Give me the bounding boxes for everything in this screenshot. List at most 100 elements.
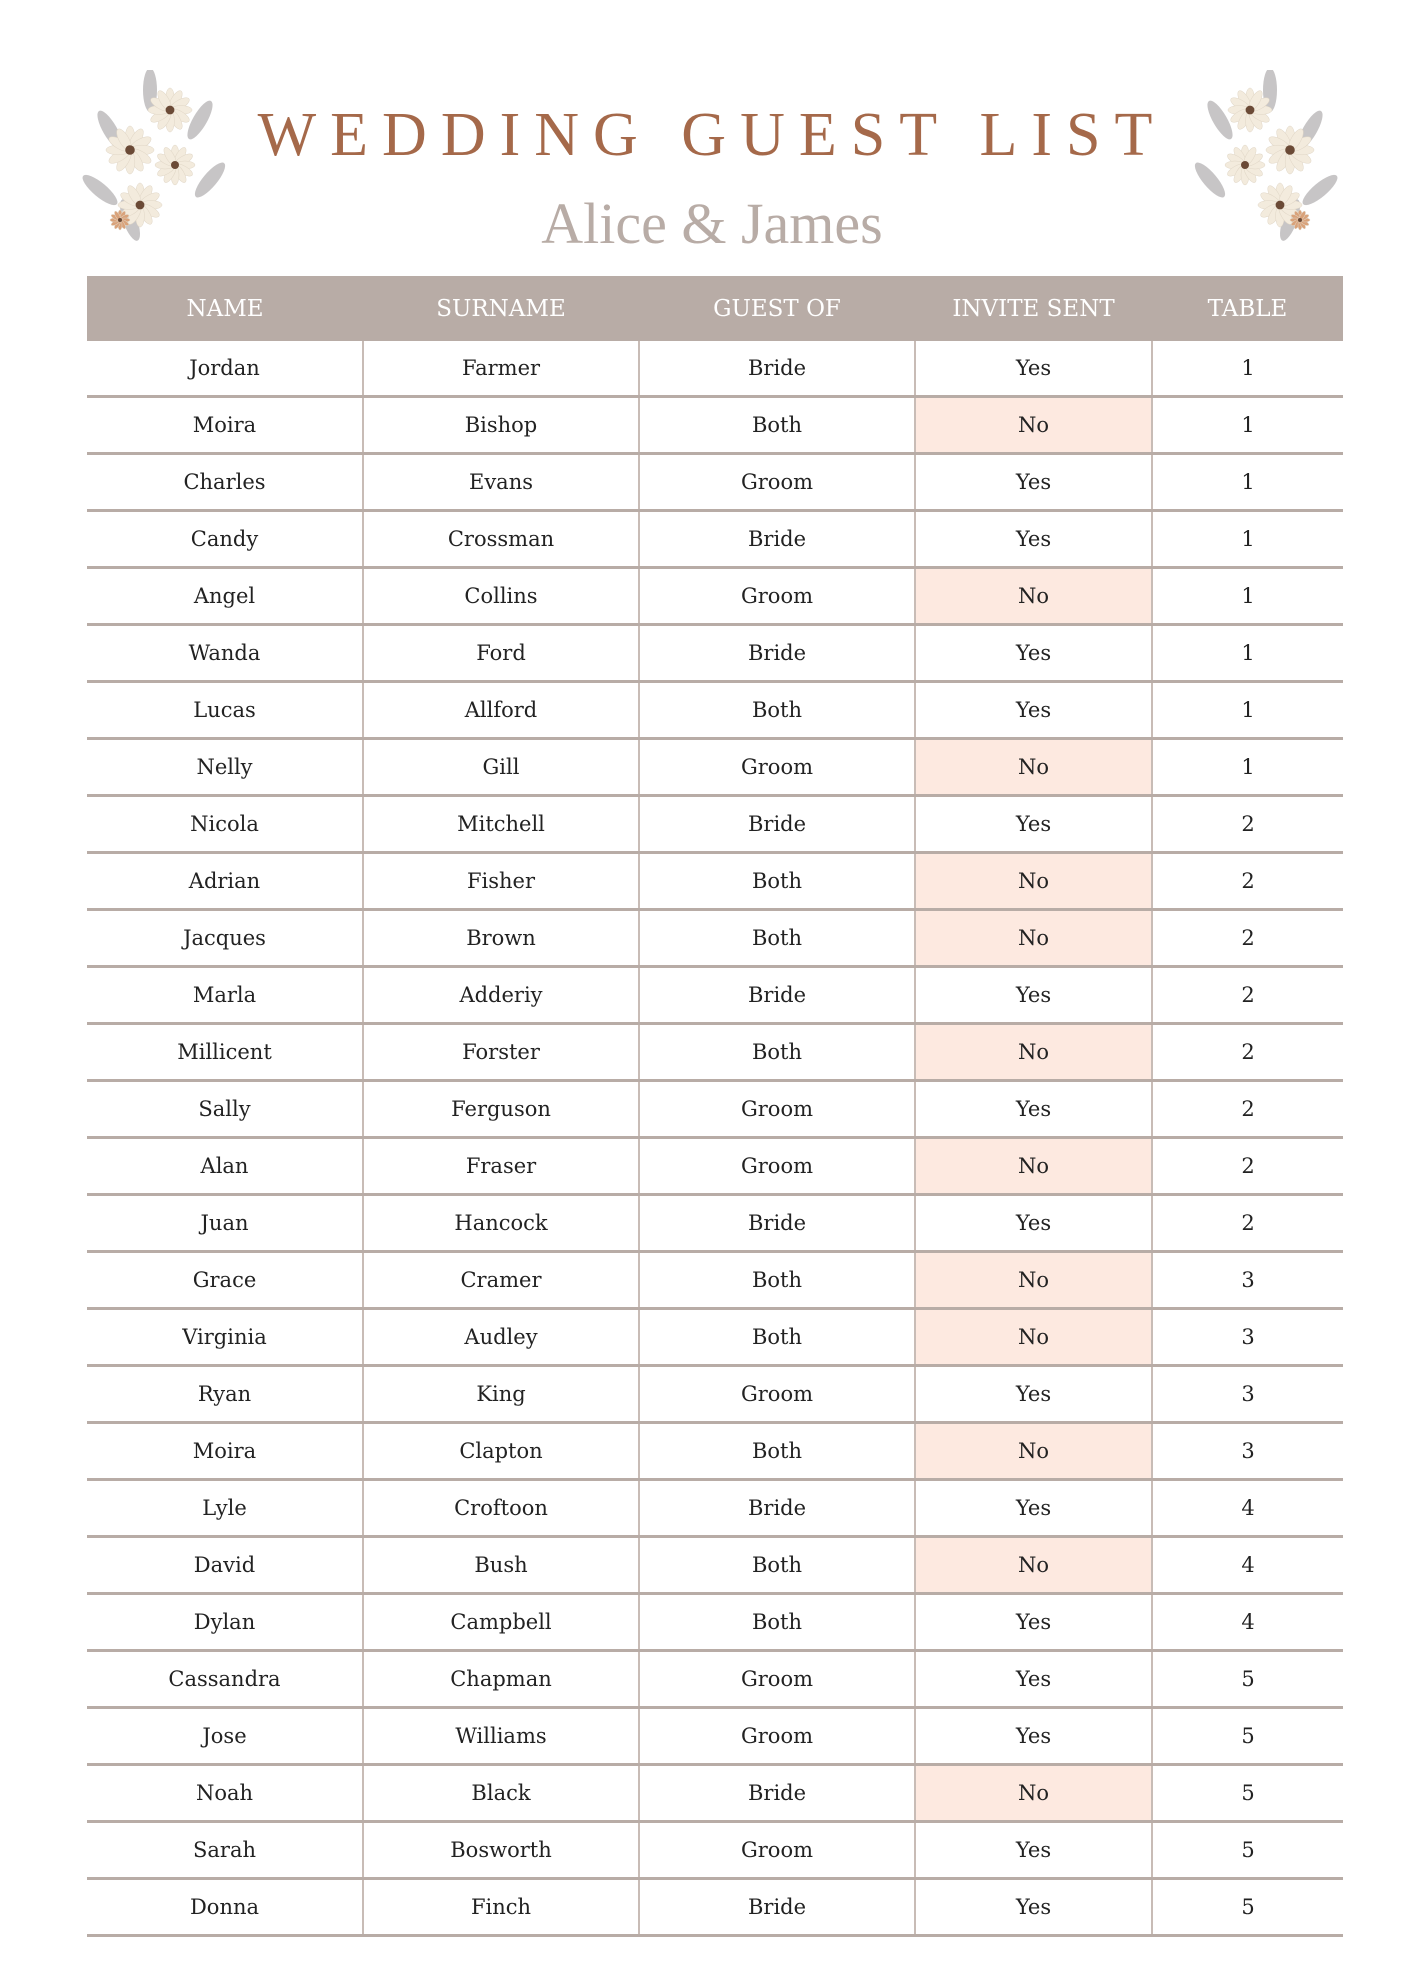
table-number-cell: 1: [1151, 624, 1343, 683]
surname-cell: Bosworth: [362, 1821, 639, 1880]
couple-names: Alice & James: [541, 191, 883, 256]
guest-of-cell: Bride: [638, 1194, 915, 1253]
invite-sent-cell: Yes: [914, 1593, 1152, 1652]
invite-sent-cell: No: [914, 909, 1152, 968]
name-cell: Angel: [87, 567, 363, 626]
invite-sent-cell: Yes: [914, 1080, 1152, 1139]
name-cell: Grace: [87, 1251, 363, 1310]
invite-sent-cell: Yes: [914, 1479, 1152, 1538]
table-number-cell: 1: [1151, 681, 1343, 740]
surname-cell: Evans: [362, 453, 639, 512]
invite-sent-cell: Yes: [914, 681, 1152, 740]
surname-cell: Fraser: [362, 1137, 639, 1196]
invite-sent-cell: No: [914, 1308, 1152, 1367]
guest-of-cell: Both: [638, 681, 915, 740]
invite-sent-cell: No: [914, 1536, 1152, 1595]
guest-of-cell: Both: [638, 1536, 915, 1595]
invite-sent-cell: Yes: [914, 453, 1152, 512]
invite-sent-cell: Yes: [914, 966, 1152, 1025]
surname-cell: Chapman: [362, 1650, 639, 1709]
surname-cell: Allford: [362, 681, 639, 740]
guest-of-cell: Groom: [638, 738, 915, 797]
surname-cell: Croftoon: [362, 1479, 639, 1538]
table-number-cell: 4: [1151, 1593, 1343, 1652]
table-number-cell: 2: [1151, 1194, 1343, 1253]
table-number-cell: 5: [1151, 1764, 1343, 1823]
table-row: Juan Hancock Bride Yes 2: [87, 1194, 1343, 1253]
table-row: Cassandra Chapman Groom Yes 5: [87, 1650, 1343, 1709]
header-invite-sent: INVITE SENT: [915, 276, 1152, 341]
table-number-cell: 5: [1151, 1821, 1343, 1880]
table-row: Marla Adderiy Bride Yes 2: [87, 966, 1343, 1025]
table-number-cell: 4: [1151, 1536, 1343, 1595]
table-row: Angel Collins Groom No 1: [87, 567, 1343, 626]
invite-sent-cell: Yes: [914, 341, 1152, 398]
guest-of-cell: Both: [638, 1593, 915, 1652]
surname-cell: Williams: [362, 1707, 639, 1766]
table-number-cell: 5: [1151, 1707, 1343, 1766]
invite-sent-cell: No: [914, 1137, 1152, 1196]
name-cell: Jordan: [87, 341, 363, 398]
table-number-cell: 3: [1151, 1308, 1343, 1367]
table-row: Moira Bishop Both No 1: [87, 396, 1343, 455]
surname-cell: Crossman: [362, 510, 639, 569]
table-number-cell: 2: [1151, 1023, 1343, 1082]
name-cell: Donna: [87, 1878, 363, 1937]
name-cell: Candy: [87, 510, 363, 569]
table-row: Alan Fraser Groom No 2: [87, 1137, 1343, 1196]
table-number-cell: 2: [1151, 795, 1343, 854]
invite-sent-cell: Yes: [914, 624, 1152, 683]
surname-cell: Bishop: [362, 396, 639, 455]
table-number-cell: 2: [1151, 1080, 1343, 1139]
guest-of-cell: Bride: [638, 1878, 915, 1937]
invite-sent-cell: No: [914, 396, 1152, 455]
table-number-cell: 1: [1151, 510, 1343, 569]
name-cell: Marla: [87, 966, 363, 1025]
header-guest-of: GUEST OF: [639, 276, 915, 341]
guest-of-cell: Groom: [638, 1707, 915, 1766]
table-number-cell: 1: [1151, 396, 1343, 455]
table-number-cell: 5: [1151, 1650, 1343, 1709]
invite-sent-cell: No: [914, 1251, 1152, 1310]
table-row: Nicola Mitchell Bride Yes 2: [87, 795, 1343, 854]
surname-cell: Cramer: [362, 1251, 639, 1310]
guest-of-cell: Groom: [638, 1365, 915, 1424]
surname-cell: Ford: [362, 624, 639, 683]
guest-of-cell: Bride: [638, 966, 915, 1025]
invite-sent-cell: Yes: [914, 1707, 1152, 1766]
guest-table: NAME SURNAME GUEST OF INVITE SENT TABLE …: [87, 276, 1343, 1937]
name-cell: Noah: [87, 1764, 363, 1823]
name-cell: Dylan: [87, 1593, 363, 1652]
name-cell: Virginia: [87, 1308, 363, 1367]
guest-of-cell: Bride: [638, 624, 915, 683]
table-number-cell: 2: [1151, 852, 1343, 911]
header-table: TABLE: [1152, 276, 1343, 341]
name-cell: Moira: [87, 1422, 363, 1481]
invite-sent-cell: No: [914, 1023, 1152, 1082]
surname-cell: Bush: [362, 1536, 639, 1595]
table-number-cell: 1: [1151, 567, 1343, 626]
table-row: Sarah Bosworth Groom Yes 5: [87, 1821, 1343, 1880]
guest-of-cell: Both: [638, 852, 915, 911]
name-cell: Nicola: [87, 795, 363, 854]
surname-cell: Farmer: [362, 341, 639, 398]
table-row: Charles Evans Groom Yes 1: [87, 453, 1343, 512]
table-row: Lucas Allford Both Yes 1: [87, 681, 1343, 740]
table-number-cell: 1: [1151, 453, 1343, 512]
guest-of-cell: Groom: [638, 1821, 915, 1880]
guest-of-cell: Both: [638, 1023, 915, 1082]
surname-cell: Hancock: [362, 1194, 639, 1253]
surname-cell: Ferguson: [362, 1080, 639, 1139]
surname-cell: Collins: [362, 567, 639, 626]
guest-of-cell: Groom: [638, 1650, 915, 1709]
table-number-cell: 5: [1151, 1878, 1343, 1937]
name-cell: Sally: [87, 1080, 363, 1139]
table-row: Millicent Forster Both No 2: [87, 1023, 1343, 1082]
invite-sent-cell: Yes: [914, 1821, 1152, 1880]
page-title: WEDDING GUEST LIST: [257, 101, 1167, 169]
table-row: Moira Clapton Both No 3: [87, 1422, 1343, 1481]
guest-of-cell: Groom: [638, 1080, 915, 1139]
guest-of-cell: Bride: [638, 510, 915, 569]
name-cell: Jacques: [87, 909, 363, 968]
invite-sent-cell: Yes: [914, 1650, 1152, 1709]
